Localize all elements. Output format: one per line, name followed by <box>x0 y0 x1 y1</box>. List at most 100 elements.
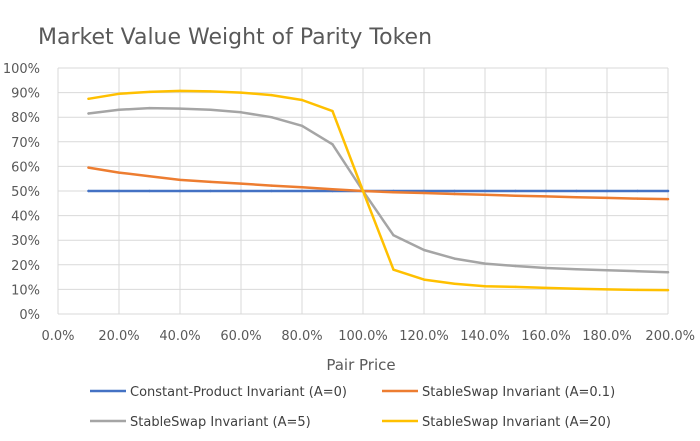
x-tick-label: 60.0% <box>220 329 261 344</box>
data-point <box>117 92 121 96</box>
data-point <box>178 107 182 110</box>
legend-item: StableSwap Invariant (A=0.1) <box>382 385 615 400</box>
y-tick-label: 40% <box>11 210 40 225</box>
data-point <box>87 189 90 193</box>
data-point <box>392 234 395 237</box>
data-point <box>422 248 426 252</box>
data-point <box>575 268 578 271</box>
data-point <box>453 189 456 193</box>
data-point <box>209 90 212 93</box>
data-point <box>453 282 456 285</box>
data-point <box>270 93 273 97</box>
y-tick-label: 0% <box>19 308 40 323</box>
data-point <box>331 109 334 113</box>
data-point <box>148 106 151 110</box>
data-point <box>239 182 243 185</box>
data-point <box>87 112 90 115</box>
data-point <box>87 97 90 101</box>
data-point <box>544 266 548 270</box>
y-tick-label: 100% <box>3 62 40 77</box>
x-tick-label: 180.0% <box>582 329 632 344</box>
data-point <box>87 166 90 169</box>
data-point <box>117 171 121 174</box>
data-point <box>300 124 304 128</box>
axes: 0% 10% 20% 30% 40% 50% 60% 70% 80% 90% 100% 0.0% 20.… <box>3 62 695 344</box>
data-point <box>575 196 578 199</box>
chart-title: Market Value Weight of Parity Token <box>38 25 432 50</box>
data-point <box>239 91 243 94</box>
legend-item: Constant-Product Invariant (A=0) <box>90 385 347 400</box>
data-point <box>422 189 426 193</box>
data-point <box>605 269 609 272</box>
y-tick-label: 60% <box>11 160 40 175</box>
series-lines <box>87 89 670 292</box>
data-point <box>178 178 182 182</box>
data-point <box>239 111 243 114</box>
data-point <box>514 285 517 289</box>
data-point <box>483 262 487 265</box>
data-point <box>575 287 578 290</box>
data-point <box>300 98 304 102</box>
data-point <box>148 90 151 94</box>
x-tick-label: 0.0% <box>41 329 74 344</box>
data-point <box>605 196 609 200</box>
data-point <box>636 288 639 292</box>
data-point <box>148 189 151 193</box>
x-tick-label: 80.0% <box>281 329 322 344</box>
x-tick-label: 100.0% <box>338 329 388 344</box>
y-tick-label: 10% <box>11 283 40 298</box>
data-point <box>544 195 548 198</box>
data-point <box>422 191 426 195</box>
data-point <box>666 197 670 201</box>
x-tick-label: 120.0% <box>399 329 449 344</box>
data-point <box>636 189 639 193</box>
data-point <box>270 189 273 193</box>
legend-label: StableSwap Invariant (A=5) <box>130 415 311 430</box>
data-point <box>605 288 609 291</box>
data-point <box>483 193 487 196</box>
x-tick-label: 200.0% <box>645 329 695 344</box>
data-point <box>636 270 639 273</box>
data-point <box>636 197 639 200</box>
data-point <box>209 189 212 193</box>
legend-label: StableSwap Invariant (A=0.1) <box>422 385 615 400</box>
data-point <box>148 175 151 178</box>
legend: Constant-Product Invariant (A=0) StableSw… <box>90 385 615 430</box>
data-point <box>178 189 182 193</box>
series-line-4 <box>87 89 670 292</box>
y-tick-label: 70% <box>11 136 40 151</box>
data-point <box>575 189 578 193</box>
legend-label: Constant-Product Invariant (A=0) <box>130 385 347 400</box>
data-point <box>270 184 273 187</box>
legend-item: StableSwap Invariant (A=5) <box>90 415 311 430</box>
data-point <box>331 143 334 146</box>
data-point <box>514 189 517 193</box>
data-point <box>178 89 182 93</box>
data-point <box>453 192 456 196</box>
data-point <box>117 189 121 193</box>
data-point <box>270 116 273 119</box>
x-tick-label: 40.0% <box>159 329 200 344</box>
data-point <box>666 271 670 274</box>
x-tick-label: 20.0% <box>98 329 139 344</box>
data-point <box>453 257 456 260</box>
data-point <box>483 189 487 193</box>
data-point <box>605 189 609 193</box>
data-point <box>392 191 395 194</box>
x-tick-label: 160.0% <box>521 329 571 344</box>
data-point <box>544 286 548 290</box>
data-point <box>300 189 304 193</box>
y-tick-label: 20% <box>11 259 40 274</box>
legend-item: StableSwap Invariant (A=20) <box>382 415 611 430</box>
data-point <box>331 188 334 191</box>
data-point <box>422 278 426 281</box>
data-point <box>666 288 670 292</box>
data-point <box>300 186 304 189</box>
data-point <box>209 180 212 184</box>
data-point <box>361 189 365 193</box>
data-point <box>117 108 121 112</box>
series-line-2 <box>87 166 670 201</box>
y-tick-label: 90% <box>11 87 40 102</box>
